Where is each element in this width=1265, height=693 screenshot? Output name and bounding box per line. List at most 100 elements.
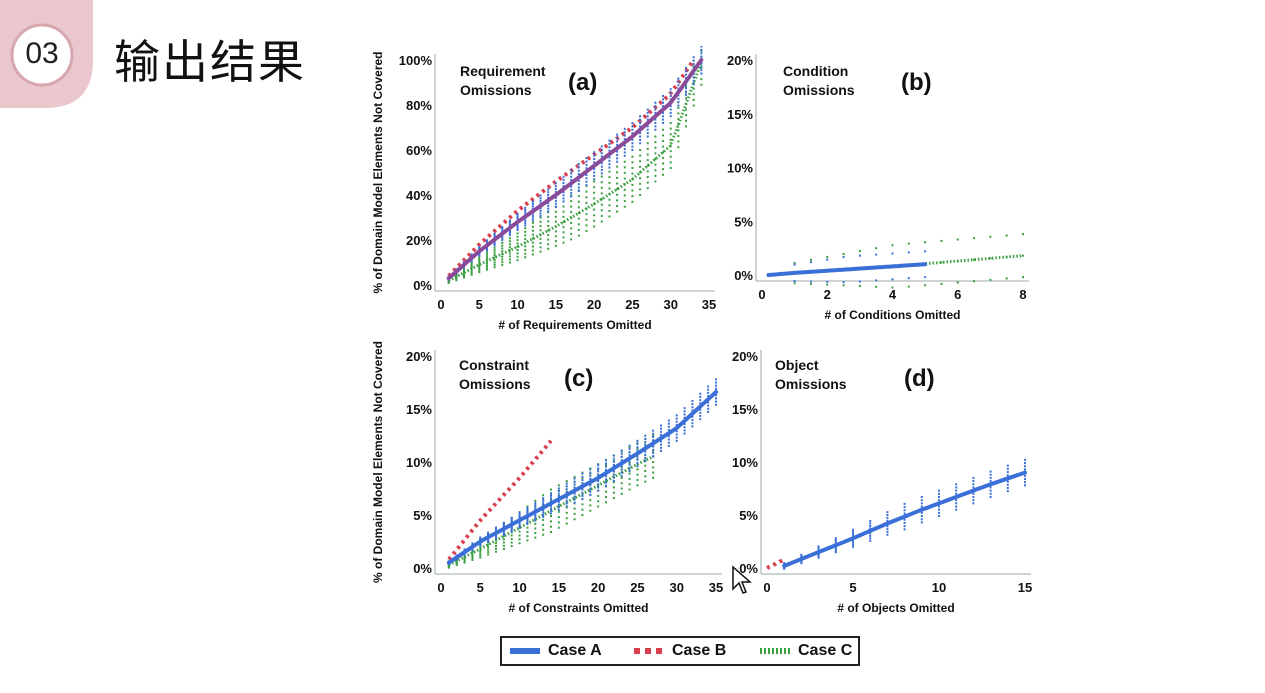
data-point bbox=[691, 403, 694, 406]
data-point bbox=[478, 253, 481, 256]
data-point bbox=[539, 199, 542, 202]
data-point bbox=[493, 234, 496, 237]
data-point bbox=[675, 439, 678, 442]
data-point bbox=[669, 91, 672, 94]
data-point bbox=[600, 198, 603, 201]
data-point bbox=[542, 513, 545, 516]
data-point bbox=[508, 240, 511, 243]
data-point bbox=[605, 495, 607, 498]
data-point bbox=[581, 488, 584, 491]
data-point bbox=[667, 428, 670, 431]
data-point bbox=[1024, 468, 1026, 471]
data-point bbox=[539, 209, 542, 212]
data-point bbox=[479, 537, 482, 540]
data-point bbox=[685, 119, 688, 122]
data-point bbox=[600, 220, 603, 223]
data-point bbox=[715, 378, 717, 381]
data-point bbox=[478, 245, 481, 248]
data-point bbox=[842, 256, 845, 259]
data-point bbox=[700, 66, 703, 69]
x-tick-label: 15 bbox=[552, 580, 566, 595]
data-point bbox=[692, 83, 695, 86]
data-point bbox=[562, 197, 565, 200]
data-point bbox=[589, 493, 592, 496]
data-point bbox=[585, 157, 588, 160]
data-point bbox=[920, 499, 923, 502]
data-point bbox=[542, 523, 545, 526]
data-point bbox=[597, 463, 600, 466]
legend-swatch-case-c bbox=[760, 648, 790, 654]
data-point bbox=[462, 269, 465, 272]
data-point bbox=[600, 192, 603, 195]
data-point bbox=[612, 491, 615, 494]
y-tick-label: 0% bbox=[413, 278, 432, 293]
data-point bbox=[886, 514, 889, 516]
data-point bbox=[685, 66, 688, 69]
data-point bbox=[620, 474, 623, 477]
data-point bbox=[691, 399, 694, 402]
data-point bbox=[924, 284, 927, 287]
data-point bbox=[699, 392, 702, 395]
data-point bbox=[554, 244, 557, 247]
data-point bbox=[707, 407, 710, 410]
data-point bbox=[783, 562, 786, 565]
data-point bbox=[677, 112, 680, 115]
data-point bbox=[600, 148, 603, 151]
data-point bbox=[675, 430, 678, 433]
data-point bbox=[581, 491, 584, 494]
data-point bbox=[493, 258, 496, 261]
data-point bbox=[502, 541, 505, 544]
data-point bbox=[526, 519, 529, 522]
data-point bbox=[612, 497, 615, 500]
data-point bbox=[462, 276, 465, 279]
data-point bbox=[524, 222, 527, 225]
data-point bbox=[667, 422, 670, 425]
data-point bbox=[455, 559, 458, 562]
data-point bbox=[605, 462, 607, 465]
data-point bbox=[487, 546, 490, 549]
data-point bbox=[534, 532, 537, 535]
data-point bbox=[1024, 462, 1026, 465]
data-point bbox=[608, 166, 611, 169]
data-point bbox=[628, 477, 631, 480]
data-point bbox=[600, 186, 603, 189]
data-point bbox=[542, 511, 545, 514]
data-point bbox=[683, 407, 686, 410]
data-point bbox=[826, 255, 829, 258]
data-point bbox=[660, 446, 662, 449]
data-point bbox=[554, 185, 557, 188]
data-point bbox=[516, 245, 519, 248]
data-point bbox=[886, 525, 889, 528]
data-point bbox=[683, 416, 686, 419]
data-point bbox=[631, 132, 634, 135]
data-point bbox=[956, 238, 959, 241]
data-point bbox=[654, 105, 657, 108]
data-point bbox=[699, 408, 702, 411]
data-point bbox=[554, 235, 557, 238]
panel-title: Requirement bbox=[460, 63, 546, 79]
data-point bbox=[669, 161, 672, 164]
data-point bbox=[652, 466, 655, 469]
data-point bbox=[562, 185, 565, 188]
data-point bbox=[920, 505, 923, 508]
data-point bbox=[809, 280, 812, 283]
data-point bbox=[577, 183, 580, 186]
data-point bbox=[605, 468, 607, 471]
data-point bbox=[524, 234, 527, 237]
data-point bbox=[608, 209, 611, 212]
data-point bbox=[644, 434, 647, 437]
data-point bbox=[550, 497, 552, 500]
legend-label-case-c: Case C bbox=[798, 642, 853, 659]
data-point bbox=[628, 460, 631, 463]
data-point bbox=[907, 251, 910, 254]
data-point bbox=[593, 186, 596, 189]
data-point bbox=[565, 517, 568, 520]
data-point bbox=[1022, 276, 1024, 279]
data-point bbox=[554, 215, 557, 218]
data-point bbox=[683, 410, 686, 413]
data-point bbox=[989, 278, 992, 281]
data-point bbox=[667, 435, 670, 438]
data-point bbox=[573, 498, 576, 501]
data-point bbox=[501, 229, 504, 232]
data-point bbox=[479, 556, 482, 559]
